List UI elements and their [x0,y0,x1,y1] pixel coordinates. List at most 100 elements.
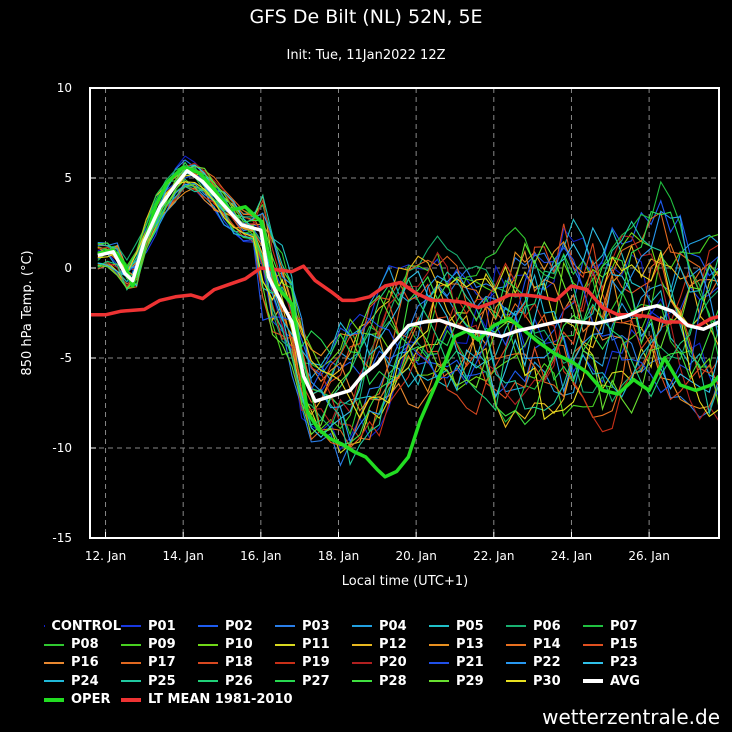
legend-swatch [275,680,295,683]
legend-label: P13 [456,637,484,653]
legend-swatch [121,625,141,628]
plot-frame [89,87,720,539]
legend-swatch [429,680,449,683]
x-tick-label: 26. Jan [628,549,669,563]
legend-label: AVG [610,673,640,689]
legend-swatch [583,661,603,664]
legend-label: OPER [71,692,111,708]
legend-swatch [429,625,449,628]
legend-item: P13 [429,635,506,653]
ensemble-members-layer [97,155,720,467]
legend-item: P10 [198,635,275,653]
chart-plot: -15 -10 -5 0 5 10 12. Jan 14. Jan 16. Jan 18. Jan… [20,81,721,589]
legend-item: P04 [352,617,429,635]
legend-label: P04 [379,618,407,634]
legend-swatch [44,697,64,702]
legend-label: P18 [225,655,253,671]
legend-item: P28 [352,672,429,690]
legend-swatch [121,661,141,664]
series-line-p19 [97,186,720,440]
legend-label: P06 [533,618,561,634]
y-tick-label: -15 [52,531,72,545]
legend-label: CONTROL [51,618,121,634]
legend: CONTROL P01 P02 P03 P04 P05 P06 P07 P08 P09 P10 P11… [44,617,724,709]
legend-swatch [506,625,526,628]
legend-label: P11 [302,637,330,653]
legend-item: P25 [121,672,198,690]
watermark: wetterzentrale.de [542,705,720,729]
x-tick-label: 14. Jan [162,549,203,563]
legend-item: P01 [121,617,198,635]
legend-label: P09 [148,637,176,653]
legend-swatch [275,661,295,664]
legend-swatch [44,661,64,664]
legend-swatch [583,679,603,684]
y-tick-label: 10 [57,81,72,95]
legend-label: P10 [225,637,253,653]
legend-label: P07 [610,618,638,634]
legend-swatch [198,643,218,646]
axis-layer: -15 -10 -5 0 5 10 12. Jan 14. Jan 16. Jan 18. Jan… [52,81,669,563]
x-axis-label: Local time (UTC+1) [342,574,468,589]
legend-label: P27 [302,673,330,689]
legend-label: P15 [610,637,638,653]
legend-item: P15 [583,635,660,653]
legend-label: P28 [379,673,407,689]
y-tick-label: -10 [52,441,72,455]
legend-item: P02 [198,617,275,635]
legend-item: P06 [506,617,583,635]
legend-item: P26 [198,672,275,690]
series-line-p24 [97,172,720,398]
legend-swatch [44,643,64,646]
legend-label: P05 [456,618,484,634]
series-line-p13 [97,186,720,409]
legend-item: P16 [44,654,121,672]
legend-swatch [429,643,449,646]
legend-item: P08 [44,635,121,653]
series-line-p02 [97,173,720,397]
x-tick-label: 16. Jan [240,549,281,563]
x-tick-label: 20. Jan [395,549,436,563]
legend-item: AVG [583,672,660,690]
x-tick-label: 22. Jan [473,549,514,563]
legend-label: LT MEAN 1981-2010 [148,692,293,708]
series-line-p28 [97,178,720,446]
legend-label: P23 [610,655,638,671]
series-line-p03 [97,159,720,467]
y-tick-label: 0 [64,261,72,275]
y-axis-label: 850 hPa Temp. (°C) [20,250,35,375]
series-line-p25 [97,185,720,467]
legend-swatch [121,680,141,683]
series-line-avg [97,169,720,403]
legend-swatch [583,625,603,628]
legend-label: P01 [148,618,176,634]
legend-item: P21 [429,654,506,672]
legend-item: CONTROL [44,617,121,635]
series-line-oper [97,165,721,479]
legend-item: P09 [121,635,198,653]
legend-swatch [44,680,64,683]
legend-swatch [352,643,372,646]
chart-subtitle: Init: Tue, 11Jan2022 12Z [286,48,446,63]
series-line-p30 [97,181,720,421]
legend-label: P21 [456,655,484,671]
legend-label: P20 [379,655,407,671]
x-tick-label: 24. Jan [551,549,592,563]
legend-swatch [121,643,141,646]
legend-label: P25 [148,673,176,689]
legend-item: P17 [121,654,198,672]
legend-swatch [198,625,218,628]
legend-item: P11 [275,635,352,653]
legend-swatch [121,697,141,702]
legend-item: P30 [506,672,583,690]
legend-swatch [198,661,218,664]
legend-label: P12 [379,637,407,653]
legend-item: P07 [583,617,660,635]
y-tick-label: 5 [64,171,72,185]
legend-label: P29 [456,673,484,689]
legend-item: P29 [429,672,506,690]
chart-title: GFS De Bilt (NL) 52N, 5E [249,6,483,28]
legend-swatch [583,643,603,646]
y-tick-label: -5 [60,351,72,365]
legend-swatch [506,661,526,664]
